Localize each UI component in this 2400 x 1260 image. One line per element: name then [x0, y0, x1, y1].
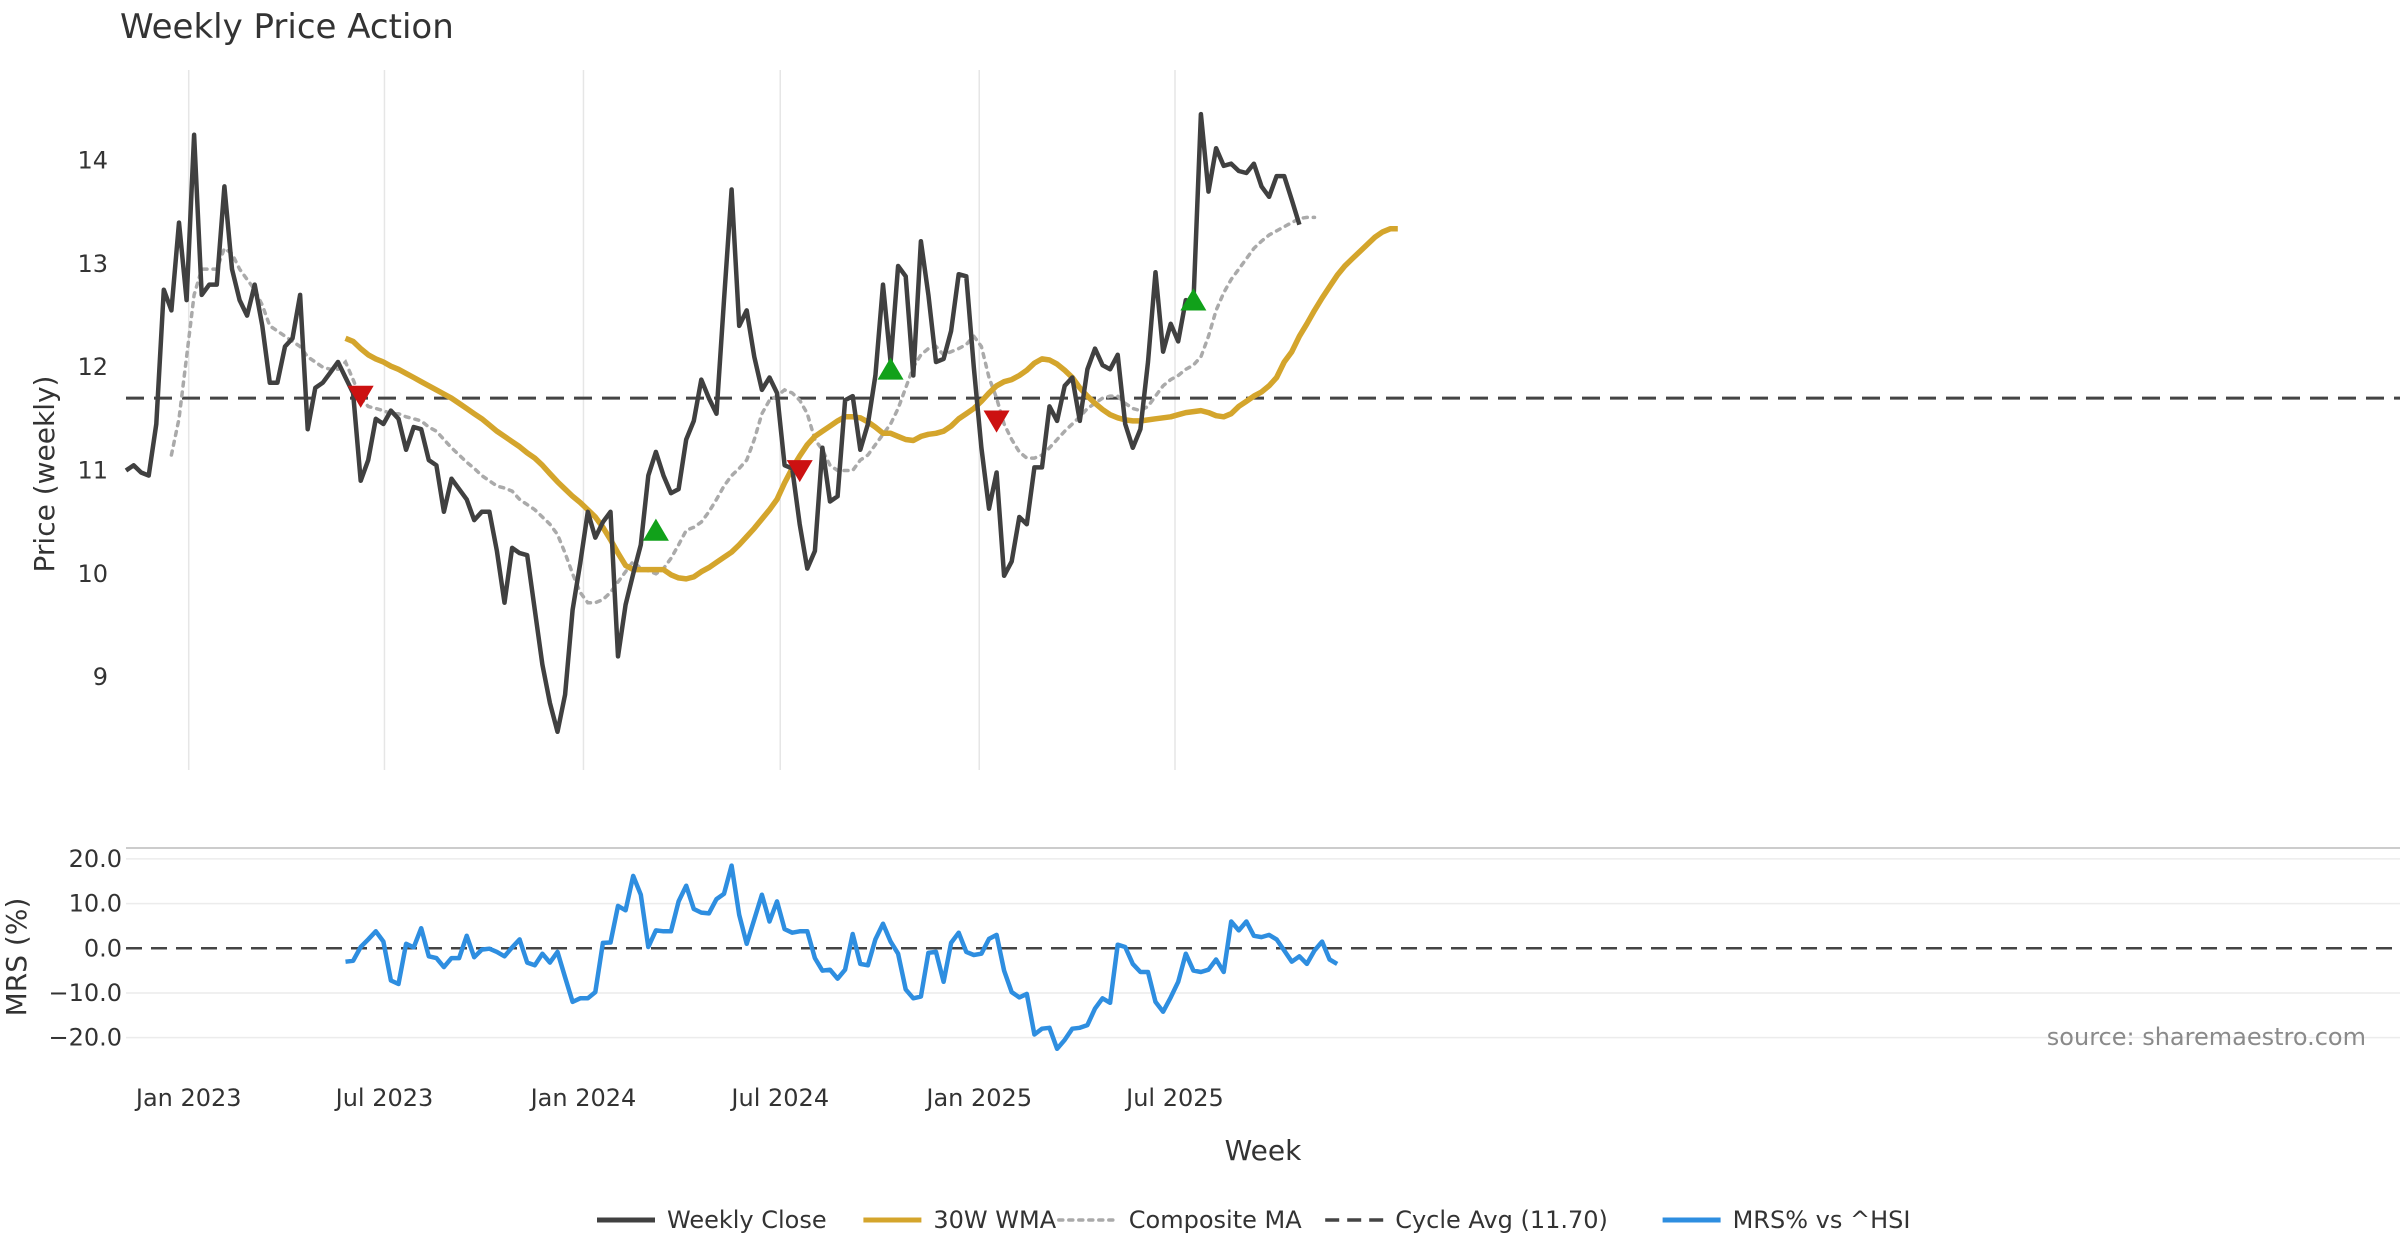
upper-series-group	[124, 111, 2400, 735]
upper-y-tick-label: 12	[77, 353, 108, 381]
upper-y-tick-label: 10	[77, 560, 108, 588]
x-axis: Jan 2023 Jul 2023 Jan 2024 Jul 2024 Jan 2025…	[134, 1084, 1302, 1167]
legend: Weekly Close 30W WMA Composite MA Cycle Avg…	[597, 1206, 1910, 1234]
lower-y-tick-label: −20.0	[48, 1024, 122, 1052]
x-tick-label: Jan 2025	[924, 1084, 1032, 1112]
lower-y-axis-title: MRS (%)	[0, 898, 33, 1017]
sell-signal-marker	[786, 460, 813, 483]
upper-y-tick-label: 9	[93, 663, 108, 691]
sell-signal-marker	[983, 410, 1010, 433]
buy-signal-marker	[642, 518, 669, 541]
lower-y-tick-label: 0.0	[84, 934, 122, 962]
x-tick-label: Jul 2024	[729, 1084, 829, 1112]
lower-y-tick-label: 10.0	[69, 890, 122, 918]
lower-series-group	[345, 863, 1339, 1052]
x-tick-label: Jan 2024	[529, 1084, 637, 1112]
legend-label: Cycle Avg (11.70)	[1395, 1206, 1608, 1234]
lower-y-tick-label: −10.0	[48, 979, 122, 1007]
legend-label: MRS% vs ^HSI	[1733, 1206, 1911, 1234]
x-tick-label: Jan 2023	[134, 1084, 242, 1112]
upper-y-tick-label: 11	[77, 456, 108, 484]
buy-signal-marker	[1180, 288, 1207, 311]
upper-y-tick-label: 13	[77, 250, 108, 278]
mrs-line	[345, 863, 1339, 1052]
weekly-close-line	[124, 111, 1302, 735]
upper-y-axis-title: Price (weekly)	[28, 376, 61, 573]
wma-30w-line	[344, 226, 1398, 582]
legend-label: Weekly Close	[667, 1206, 827, 1234]
lower-panel: −20.0 −10.0 0.0 10.0 20.0 MRS (%) source: shar…	[0, 845, 2400, 1052]
sell-signal-marker	[347, 385, 374, 408]
upper-panel: 9 10 11 12 13 14 Price (weekly)	[28, 70, 2400, 770]
x-axis-title: Week	[1225, 1134, 1302, 1167]
x-tick-label: Jul 2025	[1124, 1084, 1224, 1112]
chart-title: Weekly Price Action	[120, 7, 454, 47]
source-label: source: sharemaestro.com	[2047, 1023, 2366, 1051]
x-tick-label: Jul 2023	[334, 1084, 434, 1112]
legend-label: 30W WMA	[933, 1206, 1056, 1234]
upper-y-tick-label: 14	[77, 147, 108, 175]
buy-signal-marker	[877, 357, 904, 380]
legend-label: Composite MA	[1129, 1206, 1302, 1234]
lower-y-tick-label: 20.0	[69, 845, 122, 873]
